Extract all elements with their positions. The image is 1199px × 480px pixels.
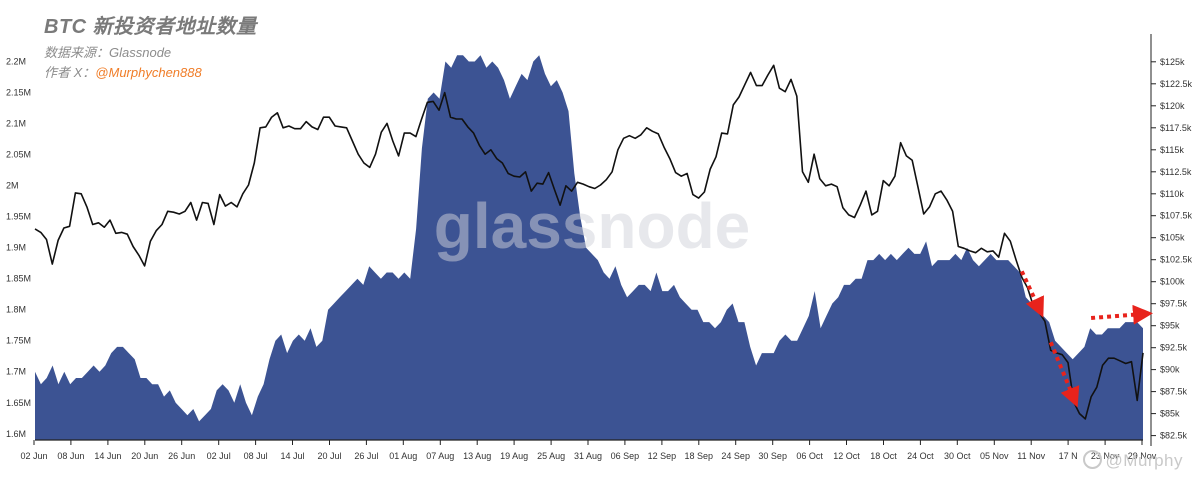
red-arrow-right — [1090, 304, 1153, 325]
right-tick-label: $87.5k — [1160, 387, 1188, 397]
right-tick-label: $105k — [1160, 233, 1185, 243]
x-tick-label: 18 Sep — [685, 451, 714, 461]
author-handle: @Murphychen888 — [95, 65, 202, 80]
left-tick-label: 1.9M — [6, 243, 26, 253]
left-tick-label: 2.1M — [6, 119, 26, 129]
new-investor-address-area — [35, 55, 1143, 441]
x-tick-label: 11 Nov — [1017, 451, 1045, 461]
chart-title: BTC 新投资者地址数量 — [44, 16, 257, 38]
red-arrow-down — [1019, 270, 1044, 318]
author-label: 作者 X：@Murphychen888 — [44, 62, 202, 81]
x-tick-label: 14 Jun — [94, 451, 121, 461]
x-tick-label: 24 Sep — [721, 451, 750, 461]
left-tick-label: 1.75M — [6, 336, 31, 346]
x-tick-label: 12 Sep — [648, 451, 677, 461]
x-tick-label: 17 N — [1059, 451, 1078, 461]
x-tick-label: 24 Oct — [907, 451, 934, 461]
corner-watermark-text: @Murphy — [1105, 451, 1183, 470]
x-tick-label: 23 Nov — [1091, 451, 1120, 461]
x-tick-label: 20 Jun — [131, 451, 158, 461]
left-tick-label: 1.6M — [6, 429, 26, 439]
x-tick-label: 07 Aug — [426, 451, 454, 461]
right-tick-label: $120k — [1160, 101, 1185, 111]
x-tick-label: 06 Sep — [611, 451, 640, 461]
x-tick-label: 01 Aug — [389, 451, 417, 461]
x-tick-label: 18 Oct — [870, 451, 897, 461]
x-tick-label: 14 Jul — [280, 451, 304, 461]
watermark-layer: glassnode — [434, 190, 751, 262]
x-tick-label: 26 Jul — [354, 451, 378, 461]
x-tick-label: 20 Jul — [317, 451, 341, 461]
x-tick-label: 31 Aug — [574, 451, 602, 461]
left-tick-label: 1.65M — [6, 398, 31, 408]
left-tick-label: 1.7M — [6, 367, 26, 377]
right-tick-label: $82.5k — [1160, 431, 1188, 441]
annotation-layer — [1019, 270, 1153, 408]
series-btc-price — [34, 64, 1144, 420]
right-tick-label: $90k — [1160, 365, 1180, 375]
x-tick-label: 02 Jul — [207, 451, 231, 461]
right-tick-label: $92.5k — [1160, 343, 1188, 353]
x-tick-label: 25 Aug — [537, 451, 565, 461]
x-tick-label: 13 Aug — [463, 451, 491, 461]
x-tick-label: 30 Sep — [758, 451, 787, 461]
right-tick-label: $102.5k — [1160, 255, 1193, 265]
right-tick-label: $112.5k — [1160, 167, 1192, 177]
x-tick-label: 06 Oct — [796, 451, 823, 461]
weibo-logo-icon — [1082, 450, 1102, 469]
right-tick-label: $100k — [1160, 277, 1185, 287]
data-source-label: 数据来源：Glassnode — [44, 45, 172, 60]
x-tick-label: 29 Nov — [1128, 451, 1157, 461]
right-tick-label: $117.5k — [1160, 123, 1192, 133]
btc-price-line-layer — [34, 64, 1144, 420]
axes-layer: 1.6M 1.65M 1.7M 1.75M 1.8M 1.85M 1.9M 1.95M 2M 2.… — [6, 34, 1193, 461]
left-tick-label: 2M — [6, 181, 19, 191]
right-tick-label: $122.5k — [1160, 79, 1193, 89]
x-tick-label: 02 Jun — [20, 451, 47, 461]
right-tick-label: $110k — [1160, 189, 1184, 199]
right-tick-label: $107.5k — [1160, 211, 1193, 221]
author-prefix: 作者 X： — [44, 65, 96, 80]
corner-watermark: @Murphy — [1082, 450, 1183, 471]
x-tick-label: 12 Oct — [833, 451, 860, 461]
x-tick-label: 30 Oct — [944, 451, 971, 461]
series-new-investor-addresses — [35, 55, 1143, 441]
right-tick-label: $97.5k — [1160, 299, 1188, 309]
left-tick-label: 2.05M — [6, 150, 31, 160]
right-tick-label: $125k — [1160, 57, 1185, 67]
left-tick-label: 2.2M — [6, 57, 26, 67]
x-tick-label: 08 Jun — [57, 451, 84, 461]
x-tick-label: 19 Aug — [500, 451, 528, 461]
glassnode-watermark: glassnode — [434, 190, 751, 262]
left-tick-label: 1.85M — [6, 274, 31, 284]
left-tick-label: 2.15M — [6, 88, 31, 98]
x-tick-label: 05 Nov — [980, 451, 1009, 461]
right-tick-label: $85k — [1160, 409, 1180, 419]
red-arrow-down — [1048, 341, 1080, 408]
right-tick-label: $95k — [1160, 321, 1180, 331]
left-tick-label: 1.95M — [6, 212, 31, 222]
left-tick-label: 1.8M — [6, 305, 26, 315]
x-tick-label: 08 Jul — [244, 451, 268, 461]
x-tick-label: 26 Jun — [168, 451, 195, 461]
right-tick-label: $115k — [1160, 145, 1184, 155]
